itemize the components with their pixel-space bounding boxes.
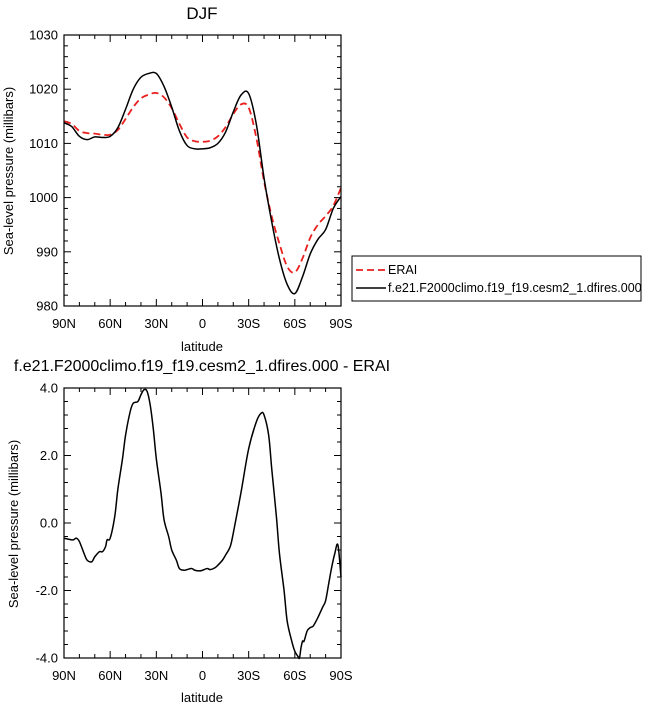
series-lines-top bbox=[63, 71, 342, 295]
x-tick-label: 30S bbox=[237, 668, 260, 683]
legend-label-erai: ERAI bbox=[388, 263, 417, 277]
y-tick-label: 980 bbox=[36, 299, 58, 314]
y-tick-label: 990 bbox=[36, 244, 58, 259]
y-tick-label: 1010 bbox=[29, 136, 58, 151]
y-axis-label-top: Sea-level pressure (millibars) bbox=[1, 87, 16, 255]
x-axis-label-bottom: latitude bbox=[181, 690, 223, 705]
x-tick-label: 90S bbox=[329, 668, 352, 683]
x-tick-label: 30N bbox=[144, 316, 168, 331]
plot-frame-bottom bbox=[63, 387, 342, 659]
x-tick-label: 0 bbox=[199, 668, 206, 683]
series-line-0-1 bbox=[63, 71, 342, 295]
x-tick-label: 30S bbox=[237, 316, 260, 331]
x-axis-label-top: latitude bbox=[181, 339, 223, 354]
y-tick-label: -2.0 bbox=[36, 583, 58, 598]
series-line-0-0 bbox=[63, 91, 342, 274]
x-tick-label: 60N bbox=[98, 316, 122, 331]
y-tick-label: 2.0 bbox=[40, 448, 58, 463]
series-lines-bottom bbox=[63, 388, 342, 660]
plot-frame-top bbox=[63, 34, 342, 307]
x-tick-label: 60S bbox=[283, 668, 306, 683]
y-tick-label: -4.0 bbox=[36, 651, 58, 666]
y-tick-label: 1030 bbox=[29, 28, 58, 43]
legend: ERAI f.e21.F2000climo.f19_f19.cesm2_1.df… bbox=[351, 255, 642, 302]
axis-ticks-bottom: 90N 60N 30N 0 30S 60S 90S -4.0 -2.0 0.0 2.0 4.0 bbox=[36, 381, 353, 684]
panel-bottom: f.e21.F2000climo.f19_f19.cesm2_1.dfires.… bbox=[6, 358, 390, 705]
y-tick-label: 4.0 bbox=[40, 381, 58, 396]
axis-ticks-top: 90N 60N 30N 0 30S 60S 90S 980 990 1000 1010 1020 103… bbox=[29, 28, 353, 332]
legend-label-cesm: f.e21.F2000climo.f19_f19.cesm2_1.dfires.… bbox=[388, 281, 642, 295]
panel-top: DJF Sea-level pressure (millibars) latit… bbox=[1, 4, 642, 354]
x-tick-label: 90N bbox=[52, 668, 76, 683]
y-axis-label-bottom: Sea-level pressure (millibars) bbox=[6, 440, 21, 608]
chart-title-bottom: f.e21.F2000climo.f19_f19.cesm2_1.dfires.… bbox=[14, 358, 390, 375]
x-tick-label: 30N bbox=[144, 668, 168, 683]
x-tick-label: 90S bbox=[329, 316, 352, 331]
chart-title-top: DJF bbox=[186, 4, 217, 23]
y-tick-label: 1020 bbox=[29, 82, 58, 97]
y-tick-label: 1000 bbox=[29, 190, 58, 205]
y-tick-label: 0.0 bbox=[40, 516, 58, 531]
series-line-1-0 bbox=[63, 388, 342, 660]
x-tick-label: 60S bbox=[283, 316, 306, 331]
x-tick-label: 0 bbox=[199, 316, 206, 331]
legend-box bbox=[351, 255, 642, 302]
x-tick-label: 60N bbox=[98, 668, 122, 683]
x-tick-label: 90N bbox=[52, 316, 76, 331]
